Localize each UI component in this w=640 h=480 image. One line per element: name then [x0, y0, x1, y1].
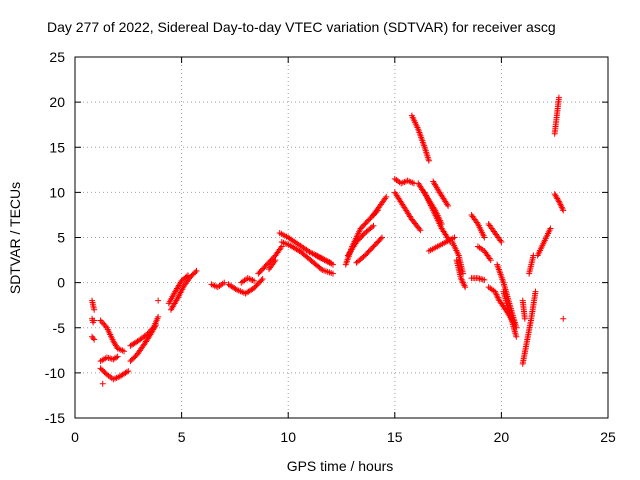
data-point-marker [513, 333, 520, 340]
data-point-marker [90, 335, 97, 342]
y-tick-label: 5 [57, 230, 65, 246]
data-point-marker [121, 348, 128, 355]
data-point-marker [125, 368, 132, 375]
data-point-marker [97, 365, 104, 372]
axis-ticks: 0 5 10 15 20 25 -15 -10 -5 0 5 10 15 20 25 [45, 49, 616, 445]
data-point-marker [155, 313, 162, 320]
data-point-marker [451, 234, 458, 241]
data-point-marker [100, 320, 107, 327]
data-point-marker [155, 297, 162, 304]
y-tick-label: -10 [45, 365, 65, 381]
data-point-marker [462, 284, 469, 291]
data-point-marker [481, 234, 488, 241]
data-point-marker [113, 354, 120, 361]
data-point-marker [329, 270, 336, 277]
data-point-marker [91, 317, 98, 324]
data-point-marker [370, 222, 377, 229]
data-point-marker [481, 276, 488, 283]
data-point-marker [555, 94, 562, 101]
x-tick-label: 20 [494, 429, 510, 445]
data-point-marker [187, 274, 194, 281]
x-tick-label: 15 [387, 429, 403, 445]
data-point-marker [251, 277, 258, 284]
data-point-marker [232, 285, 239, 292]
y-tick-label: -15 [45, 410, 65, 426]
data-point-marker [379, 234, 386, 241]
y-tick-label: 25 [49, 49, 65, 65]
data-point-marker [98, 318, 105, 325]
data-point-marker [416, 225, 423, 232]
y-tick-label: 15 [49, 139, 65, 155]
data-point-marker [114, 353, 121, 360]
data-point-marker [127, 358, 134, 365]
data-point-marker [99, 380, 106, 387]
data-point-marker [97, 317, 104, 324]
data-point-marker [369, 223, 376, 230]
data-point-marker [258, 277, 265, 284]
data-point-marker [192, 269, 199, 276]
y-tick-label: -5 [53, 320, 66, 336]
data-point-marker [91, 306, 98, 313]
data-point-marker [128, 356, 135, 363]
data-point-marker [560, 207, 567, 214]
data-point-marker [101, 321, 108, 328]
data-point-marker [417, 227, 424, 234]
data-point-marker [188, 272, 195, 279]
data-point-marker [101, 369, 108, 376]
data-point-marker [131, 354, 138, 361]
data-points [89, 94, 567, 387]
data-point-marker [190, 270, 197, 277]
data-point-marker [129, 355, 136, 362]
x-axis-label: GPS time / hours [287, 458, 394, 474]
data-point-marker [221, 279, 228, 286]
data-point-marker [102, 323, 109, 330]
y-tick-label: 0 [57, 275, 65, 291]
data-point-marker [329, 261, 336, 268]
data-point-marker [532, 288, 539, 295]
x-tick-label: 0 [71, 429, 79, 445]
data-point-marker [377, 235, 384, 242]
data-point-marker [445, 202, 452, 209]
x-tick-label: 10 [280, 429, 296, 445]
data-point-marker [193, 267, 200, 274]
data-point-marker [383, 193, 390, 200]
data-point-marker [259, 276, 266, 283]
data-point-marker [123, 368, 130, 375]
data-point-marker [189, 271, 196, 278]
chart-title: Day 277 of 2022, Sidereal Day-to-day VTE… [47, 19, 556, 35]
x-tick-label: 5 [178, 429, 186, 445]
data-point-marker [460, 270, 467, 277]
data-point-marker [547, 225, 554, 232]
y-tick-label: 10 [49, 184, 65, 200]
y-axis-label: SDTVAR / TECUs [7, 182, 23, 294]
data-point-marker [487, 257, 494, 264]
data-point-marker [560, 315, 567, 322]
data-point-marker [317, 265, 324, 272]
x-tick-label: 25 [600, 429, 616, 445]
data-point-marker [521, 315, 528, 322]
y-tick-label: 20 [49, 94, 65, 110]
data-point-marker [498, 239, 505, 246]
data-point-marker [272, 257, 279, 264]
data-point-marker [153, 322, 160, 329]
data-point-marker [98, 366, 105, 373]
data-point-marker [100, 367, 107, 374]
data-point-marker [425, 157, 432, 164]
data-point-marker [91, 336, 98, 343]
